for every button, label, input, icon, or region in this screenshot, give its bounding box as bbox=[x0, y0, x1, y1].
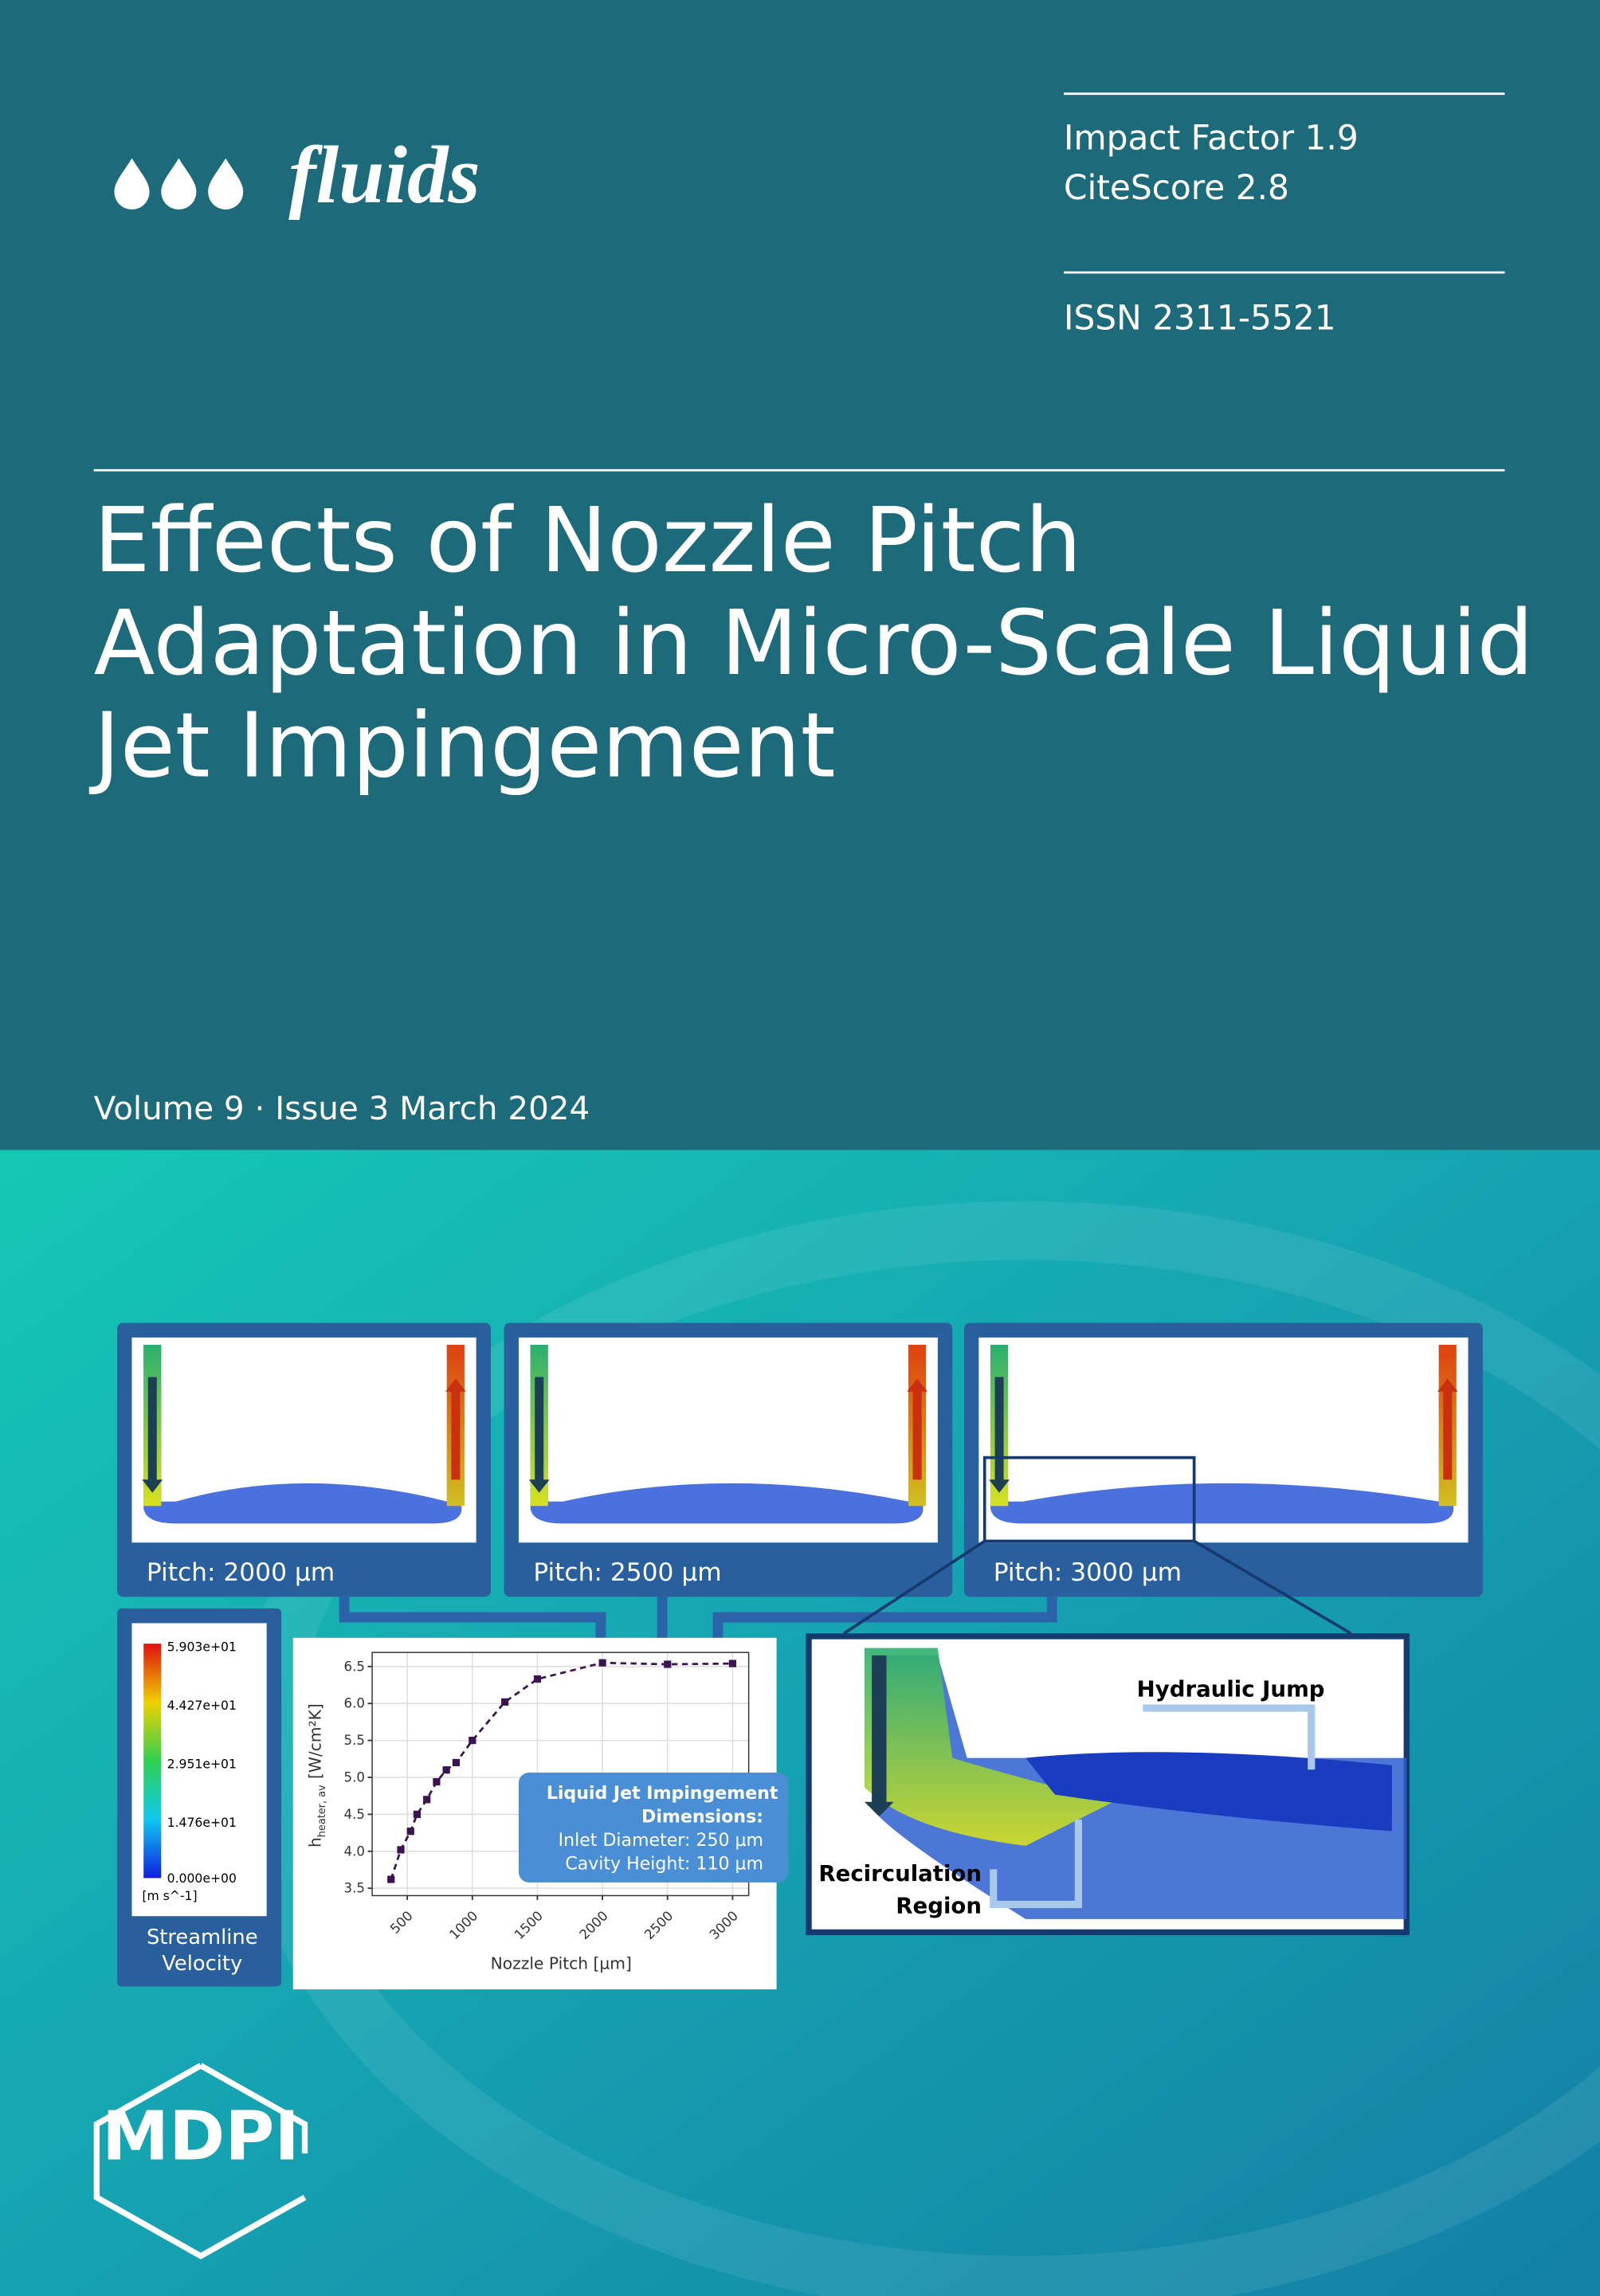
flow bbox=[143, 1345, 462, 1524]
issue: Volume 9 · Issue 3 March 2024 bbox=[94, 1089, 590, 1127]
data-point bbox=[501, 1698, 509, 1706]
journal-logo: fluids bbox=[114, 130, 480, 221]
dimensions-box: Liquid Jet Impingement Dimensions: Inlet… bbox=[518, 1772, 789, 1883]
zoom-line bbox=[843, 1539, 986, 1635]
y-tick-label: 6.0 bbox=[344, 1696, 365, 1711]
panel-label: Pitch: 2000 µm bbox=[147, 1558, 335, 1587]
y-label-unit: [W/cm²K] bbox=[306, 1703, 325, 1779]
journal-name: fluids bbox=[288, 130, 480, 221]
citescore: CiteScore 2.8 bbox=[1064, 168, 1289, 207]
y-tick-label: 6.5 bbox=[344, 1659, 365, 1674]
title-line: Jet Impingement bbox=[89, 695, 836, 798]
legend-unit: [m s^-1] bbox=[142, 1888, 197, 1903]
data-point bbox=[452, 1758, 460, 1767]
dimension: Inlet Diameter: 250 µm bbox=[559, 1831, 763, 1851]
arrow bbox=[1437, 1378, 1458, 1480]
legend-tick: 0.000e+00 bbox=[167, 1871, 237, 1886]
title-line: Adaptation in Micro-Scale Liquid bbox=[94, 592, 1534, 695]
data-point bbox=[469, 1737, 476, 1745]
y-label-subscript: heater, av bbox=[316, 1785, 328, 1837]
data-point bbox=[413, 1810, 421, 1818]
data-point bbox=[664, 1660, 672, 1668]
y-tick-label: 4.5 bbox=[344, 1807, 365, 1822]
data-point bbox=[728, 1659, 736, 1667]
dimension: Cavity Height: 110 µm bbox=[565, 1854, 763, 1874]
legend-tick: 2.951e+01 bbox=[167, 1756, 237, 1771]
legend-caption: Velocity bbox=[162, 1952, 242, 1976]
data-point bbox=[387, 1875, 395, 1883]
zoom-image: Hydraulic Jump Recirculation Region bbox=[806, 1633, 1410, 1936]
color-legend: 5.903e+01 4.427e+01 2.951e+01 1.476e+01 … bbox=[117, 1608, 282, 1987]
arrow bbox=[445, 1378, 466, 1480]
data-point bbox=[533, 1675, 542, 1683]
issn: ISSN 2311-5521 bbox=[1064, 299, 1336, 338]
zoom-box bbox=[982, 1456, 1196, 1543]
arrow bbox=[142, 1377, 163, 1493]
data-point bbox=[423, 1796, 431, 1804]
publisher: MDPI bbox=[102, 2096, 300, 2175]
data-point bbox=[598, 1659, 606, 1667]
data-point bbox=[433, 1777, 441, 1786]
annotation: Hydraulic Jump bbox=[1137, 1675, 1325, 1702]
y-tick-label: 5.0 bbox=[344, 1770, 365, 1785]
y-tick-label: 4.0 bbox=[344, 1843, 365, 1859]
flow bbox=[530, 1345, 924, 1524]
data-point bbox=[397, 1846, 405, 1854]
legend-tick: 1.476e+01 bbox=[167, 1815, 237, 1830]
x-axis-label: Nozzle Pitch [µm] bbox=[491, 1953, 632, 1973]
arrow bbox=[989, 1377, 1010, 1493]
data-point bbox=[442, 1766, 450, 1774]
legend-tick: 5.903e+01 bbox=[167, 1639, 237, 1654]
zoom-line bbox=[1193, 1539, 1352, 1635]
flow bbox=[990, 1345, 1454, 1524]
simulation-panels: Pitch: 2000 µm Pitch: 2500 µm Pitch: 3000 … bbox=[117, 1322, 1483, 1597]
dimensions-heading: Dimensions: bbox=[641, 1808, 763, 1828]
arrow bbox=[907, 1378, 927, 1480]
impact-factor: Impact Factor 1.9 bbox=[1064, 119, 1359, 158]
data-point bbox=[406, 1828, 414, 1836]
annotation: Recirculation bbox=[818, 1860, 982, 1887]
y-tick-label: 5.5 bbox=[344, 1733, 365, 1748]
panel-label: Pitch: 2500 µm bbox=[533, 1558, 721, 1587]
top-background bbox=[0, 0, 1600, 1150]
arrow bbox=[528, 1377, 550, 1493]
annotation: Region bbox=[896, 1893, 982, 1919]
panel-label: Pitch: 3000 µm bbox=[994, 1558, 1182, 1587]
publisher-logo: MDPI bbox=[93, 2063, 308, 2260]
title-line: Effects of Nozzle Pitch bbox=[94, 489, 1082, 593]
y-tick-label: 3.5 bbox=[344, 1881, 365, 1896]
dimensions-heading: Liquid Jet Impingement bbox=[547, 1784, 778, 1804]
legend-caption: Streamline bbox=[147, 1926, 258, 1949]
legend-tick: 4.427e+01 bbox=[167, 1698, 237, 1713]
y-axis-label: hheater, av [W/cm²K] bbox=[306, 1703, 329, 1847]
y-label-symbol: h bbox=[306, 1837, 325, 1847]
